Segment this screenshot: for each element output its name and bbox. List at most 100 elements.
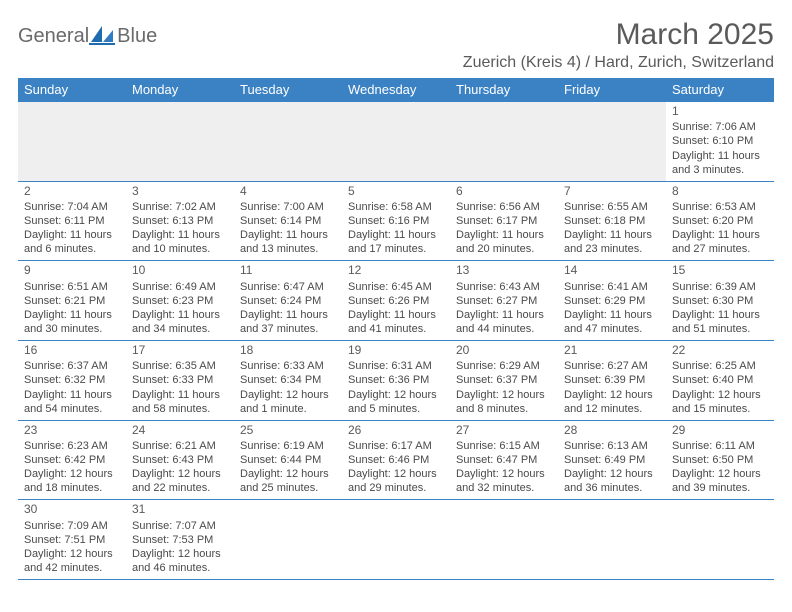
day-number: 30	[24, 502, 122, 517]
day-line: Daylight: 12 hours	[456, 467, 554, 481]
day-line: and 47 minutes.	[564, 322, 662, 336]
day-line: Daylight: 12 hours	[456, 388, 554, 402]
sail-icon	[89, 24, 115, 51]
day-line: and 34 minutes.	[132, 322, 230, 336]
week-row: 2Sunrise: 7:04 AMSunset: 6:11 PMDaylight…	[18, 182, 774, 262]
logo: General Blue	[18, 18, 157, 49]
empty-cell	[558, 500, 666, 579]
day-cell: 19Sunrise: 6:31 AMSunset: 6:36 PMDayligh…	[342, 341, 450, 420]
day-line: Daylight: 11 hours	[24, 308, 122, 322]
day-line: Daylight: 12 hours	[348, 467, 446, 481]
empty-cell	[234, 102, 342, 181]
empty-cell	[450, 102, 558, 181]
day-line: Daylight: 12 hours	[564, 467, 662, 481]
day-line: Daylight: 11 hours	[24, 388, 122, 402]
day-number: 27	[456, 423, 554, 438]
day-line: Daylight: 11 hours	[240, 308, 338, 322]
dayhead-thursday: Thursday	[450, 78, 558, 102]
day-line: Sunrise: 6:53 AM	[672, 200, 770, 214]
day-line: Daylight: 12 hours	[132, 547, 230, 561]
day-line: Sunset: 6:14 PM	[240, 214, 338, 228]
day-number: 12	[348, 263, 446, 278]
day-line: and 8 minutes.	[456, 402, 554, 416]
day-line: and 42 minutes.	[24, 561, 122, 575]
day-line: Sunrise: 6:35 AM	[132, 359, 230, 373]
day-number: 11	[240, 263, 338, 278]
day-line: and 39 minutes.	[672, 481, 770, 495]
day-cell: 16Sunrise: 6:37 AMSunset: 6:32 PMDayligh…	[18, 341, 126, 420]
day-line: and 22 minutes.	[132, 481, 230, 495]
day-line: Daylight: 12 hours	[240, 467, 338, 481]
day-line: and 20 minutes.	[456, 242, 554, 256]
day-number: 19	[348, 343, 446, 358]
day-cell: 30Sunrise: 7:09 AMSunset: 7:51 PMDayligh…	[18, 500, 126, 579]
day-line: Sunrise: 6:51 AM	[24, 280, 122, 294]
day-cell: 1Sunrise: 7:06 AMSunset: 6:10 PMDaylight…	[666, 102, 774, 181]
header: General Blue March 2025 Zuerich (Kreis 4…	[18, 18, 774, 72]
day-cell: 22Sunrise: 6:25 AMSunset: 6:40 PMDayligh…	[666, 341, 774, 420]
day-line: Sunset: 6:46 PM	[348, 453, 446, 467]
empty-cell	[126, 102, 234, 181]
week-row: 30Sunrise: 7:09 AMSunset: 7:51 PMDayligh…	[18, 500, 774, 580]
day-line: Daylight: 11 hours	[672, 228, 770, 242]
day-line: and 51 minutes.	[672, 322, 770, 336]
day-number: 10	[132, 263, 230, 278]
day-cell: 18Sunrise: 6:33 AMSunset: 6:34 PMDayligh…	[234, 341, 342, 420]
calendar: SundayMondayTuesdayWednesdayThursdayFrid…	[18, 78, 774, 580]
day-cell: 8Sunrise: 6:53 AMSunset: 6:20 PMDaylight…	[666, 182, 774, 261]
empty-cell	[450, 500, 558, 579]
day-number: 23	[24, 423, 122, 438]
day-line: and 30 minutes.	[24, 322, 122, 336]
month-title: March 2025	[463, 18, 774, 52]
day-cell: 6Sunrise: 6:56 AMSunset: 6:17 PMDaylight…	[450, 182, 558, 261]
day-line: Daylight: 12 hours	[240, 388, 338, 402]
day-cell: 7Sunrise: 6:55 AMSunset: 6:18 PMDaylight…	[558, 182, 666, 261]
day-line: and 54 minutes.	[24, 402, 122, 416]
day-line: Sunrise: 6:49 AM	[132, 280, 230, 294]
day-cell: 11Sunrise: 6:47 AMSunset: 6:24 PMDayligh…	[234, 261, 342, 340]
dayhead-sunday: Sunday	[18, 78, 126, 102]
day-line: Sunset: 6:24 PM	[240, 294, 338, 308]
day-line: and 13 minutes.	[240, 242, 338, 256]
dayhead-row: SundayMondayTuesdayWednesdayThursdayFrid…	[18, 78, 774, 102]
day-line: Daylight: 11 hours	[132, 308, 230, 322]
day-line: Sunrise: 6:31 AM	[348, 359, 446, 373]
day-number: 9	[24, 263, 122, 278]
day-line: Sunrise: 6:29 AM	[456, 359, 554, 373]
day-line: Sunrise: 6:13 AM	[564, 439, 662, 453]
day-cell: 4Sunrise: 7:00 AMSunset: 6:14 PMDaylight…	[234, 182, 342, 261]
day-line: Daylight: 11 hours	[240, 228, 338, 242]
day-line: and 18 minutes.	[24, 481, 122, 495]
day-line: Sunrise: 6:37 AM	[24, 359, 122, 373]
day-line: Daylight: 11 hours	[132, 228, 230, 242]
location: Zuerich (Kreis 4) / Hard, Zurich, Switze…	[463, 54, 774, 72]
day-number: 20	[456, 343, 554, 358]
day-line: and 5 minutes.	[348, 402, 446, 416]
day-line: Sunset: 7:51 PM	[24, 533, 122, 547]
empty-cell	[18, 102, 126, 181]
day-line: Sunset: 6:11 PM	[24, 214, 122, 228]
day-cell: 23Sunrise: 6:23 AMSunset: 6:42 PMDayligh…	[18, 421, 126, 500]
day-cell: 9Sunrise: 6:51 AMSunset: 6:21 PMDaylight…	[18, 261, 126, 340]
day-cell: 21Sunrise: 6:27 AMSunset: 6:39 PMDayligh…	[558, 341, 666, 420]
day-line: Sunrise: 6:33 AM	[240, 359, 338, 373]
day-line: Sunset: 6:13 PM	[132, 214, 230, 228]
day-line: Sunrise: 6:43 AM	[456, 280, 554, 294]
day-line: and 1 minute.	[240, 402, 338, 416]
day-cell: 25Sunrise: 6:19 AMSunset: 6:44 PMDayligh…	[234, 421, 342, 500]
logo-text-2: Blue	[117, 25, 157, 48]
day-line: and 17 minutes.	[348, 242, 446, 256]
day-line: and 25 minutes.	[240, 481, 338, 495]
day-line: Daylight: 11 hours	[24, 228, 122, 242]
day-line: Sunset: 6:26 PM	[348, 294, 446, 308]
day-cell: 15Sunrise: 6:39 AMSunset: 6:30 PMDayligh…	[666, 261, 774, 340]
day-line: Sunset: 6:33 PM	[132, 373, 230, 387]
day-number: 6	[456, 184, 554, 199]
week-row: 23Sunrise: 6:23 AMSunset: 6:42 PMDayligh…	[18, 421, 774, 501]
day-line: Sunset: 6:44 PM	[240, 453, 338, 467]
day-line: Daylight: 12 hours	[672, 467, 770, 481]
day-line: Sunset: 6:29 PM	[564, 294, 662, 308]
day-number: 17	[132, 343, 230, 358]
day-line: Sunset: 6:50 PM	[672, 453, 770, 467]
day-number: 8	[672, 184, 770, 199]
